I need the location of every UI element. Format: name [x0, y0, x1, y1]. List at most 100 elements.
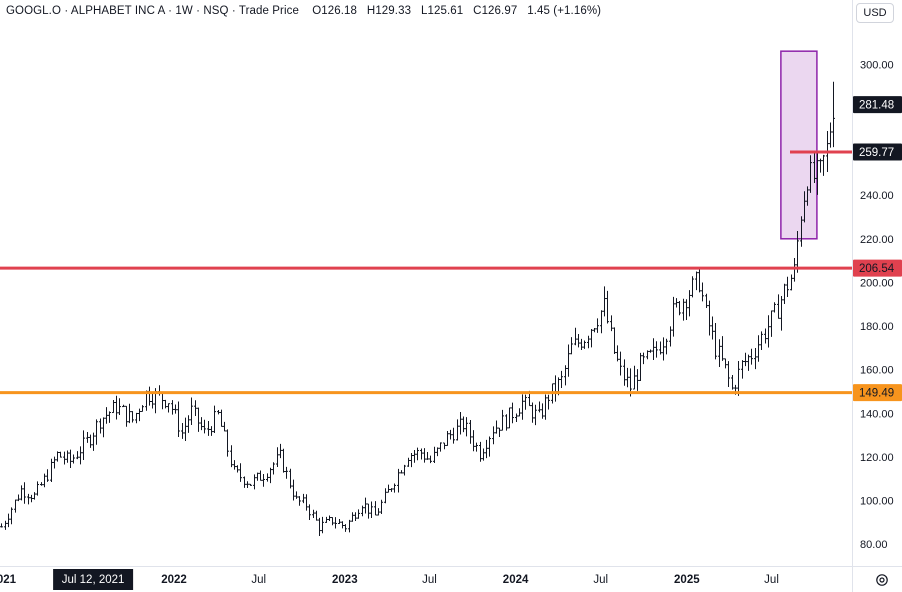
ohlc-bar	[701, 282, 704, 302]
ohlc-bar	[439, 442, 442, 452]
ohlc-bar	[351, 512, 354, 522]
gear-icon[interactable]	[874, 572, 890, 588]
ohlc-bar	[492, 426, 495, 445]
ohlc-bar	[312, 509, 315, 519]
ohlc-bar	[17, 494, 20, 502]
x-tick-label: 2025	[674, 574, 700, 586]
ohlc-bar	[217, 410, 220, 415]
ohlc-bar	[63, 451, 66, 465]
ohlc-bar	[92, 432, 95, 451]
ohlc-bar	[210, 426, 213, 436]
y-tick-label: 100.00	[860, 496, 894, 508]
price-type-label: Trade Price	[238, 5, 299, 17]
ohlc-bar	[276, 447, 279, 468]
ohlc-bar	[636, 369, 639, 391]
ohlc-bar	[125, 405, 128, 427]
ohlc-bar	[308, 504, 311, 521]
ohlc-bar	[400, 470, 403, 474]
ohlc-bar	[675, 298, 678, 308]
ohlc-bar	[207, 421, 210, 436]
ohlc-bar	[501, 409, 504, 431]
ohlc-bar	[108, 411, 111, 423]
ohlc-bar	[364, 497, 367, 514]
ohlc-bar	[521, 394, 524, 420]
ohlc-bar	[485, 439, 488, 459]
ohlc-bar	[259, 470, 262, 481]
ohlc-bar	[86, 431, 89, 443]
x-tick-label: Jul	[251, 574, 266, 586]
ohlc-bar	[95, 419, 98, 445]
ohlc-bar	[816, 152, 819, 195]
ohlc-bar	[469, 419, 472, 444]
ohlc-bar	[292, 479, 295, 501]
ohlc-bar	[790, 274, 793, 291]
last-price-tag: 281.48	[859, 100, 894, 112]
ohlc-bar	[272, 462, 275, 475]
ohlc-bar	[72, 454, 75, 464]
x-tick-label: Jul	[593, 574, 608, 586]
ohlc-bar	[141, 405, 144, 412]
y-tick-label: 160.00	[860, 365, 894, 377]
ohlc-bar	[403, 464, 406, 476]
ohlc-bar	[813, 150, 816, 183]
ohlc-bar	[220, 409, 223, 427]
ohlc-bar	[321, 516, 324, 534]
ohlc-bar	[750, 348, 753, 365]
ohlc-bar	[538, 401, 541, 413]
ohlc-bar	[786, 276, 789, 297]
ohlc-bar	[511, 402, 514, 424]
ohlc-bar	[633, 365, 636, 390]
ohlc-bar	[367, 503, 370, 519]
ohlc-bar	[50, 458, 53, 482]
ohlc-bar	[102, 417, 105, 438]
ohlc-bar	[796, 230, 799, 273]
y-tick-label: 140.00	[860, 408, 894, 420]
ohlc-bar	[449, 429, 452, 440]
level-price-tag-3-bg	[853, 143, 902, 161]
ohlc-bar	[7, 513, 10, 528]
ohlc-bar	[639, 352, 642, 382]
exchange-label: NSQ	[203, 5, 229, 17]
ohlc-bar	[682, 298, 685, 321]
ohlc-bar	[374, 501, 377, 516]
ohlc-bar	[20, 485, 23, 501]
high-value: 129.33	[375, 5, 412, 17]
ohlc-bar	[239, 463, 242, 482]
ohlc-bar	[289, 468, 292, 489]
x-tick-label: 2021	[0, 574, 17, 586]
ohlc-bar	[531, 402, 534, 423]
ohlc-bar	[757, 335, 760, 362]
ohlc-bar	[564, 365, 567, 386]
ohlc-bar	[744, 352, 747, 367]
y-tick-label: 200.00	[860, 277, 894, 289]
ohlc-bar	[269, 467, 272, 484]
ohlc-bar	[10, 507, 13, 525]
interval-label[interactable]: 1W	[175, 5, 193, 17]
ohlc-bar	[69, 449, 72, 468]
ohlc-bar	[610, 315, 613, 332]
ohlc-bar	[665, 338, 668, 355]
ohlc-bar	[498, 427, 501, 438]
ohlc-bar	[99, 418, 102, 434]
ohlc-bar	[727, 361, 730, 387]
ohlc-bar	[190, 397, 193, 425]
ohlc-bar	[747, 354, 750, 371]
highlight-rectangle[interactable]	[780, 50, 818, 240]
ohlc-bar	[164, 399, 167, 409]
ohlc-bar	[603, 286, 606, 317]
ohlc-bars	[0, 101, 835, 537]
ohlc-bar	[646, 350, 649, 360]
ohlc-bar	[465, 417, 468, 437]
y-tick-label: 240.00	[860, 190, 894, 202]
ohlc-bar	[82, 430, 85, 461]
ohlc-bar	[331, 517, 334, 526]
symbol-code[interactable]: GOOGL.O	[6, 5, 62, 17]
ohlc-bar	[626, 367, 629, 388]
ohlc-bar	[407, 457, 410, 467]
currency-button[interactable]: USD	[856, 3, 894, 23]
ohlc-bar	[800, 216, 803, 247]
last-price-tag-bg	[853, 96, 902, 114]
ohlc-bar	[46, 469, 49, 482]
